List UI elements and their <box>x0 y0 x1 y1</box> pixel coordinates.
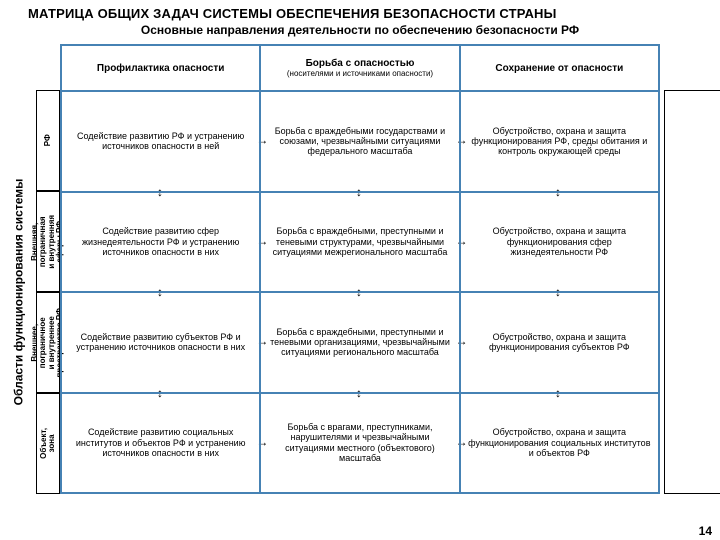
table-row: Содействие развитию социальных институто… <box>62 392 658 493</box>
matrix-body: Содействие развитию РФ и устранению исто… <box>62 92 658 492</box>
right-label-0: Всестороннее обеспечение деятельности <box>664 90 720 494</box>
matrix-cell: Борьба с враждебными, преступными и тене… <box>259 293 458 392</box>
row-headers: РФ Внешняя,пограничнаяи внутренняясферы … <box>36 90 60 494</box>
column-headers: Профилактика опасности Борьба с опасност… <box>62 46 658 92</box>
matrix-cell: Содействие развитию РФ и устранению исто… <box>62 92 259 191</box>
matrix-cell: Содействие развитию субъектов РФ и устра… <box>62 293 259 392</box>
matrix-cell: Борьба с враждебными государствами и сою… <box>259 92 458 191</box>
page-subtitle: Основные направления деятельности по обе… <box>0 21 720 41</box>
row-header-3: Объект,зона <box>36 393 60 494</box>
col-header-1: Борьба с опасностью (носителями и источн… <box>259 46 458 90</box>
table-row: Содействие развитию субъектов РФ и устра… <box>62 291 658 392</box>
page-title: МАТРИЦА ОБЩИХ ЗАДАЧ СИСТЕМЫ ОБЕСПЕЧЕНИЯ … <box>0 0 720 21</box>
matrix-cell: Борьба с врагами, преступниками, нарушит… <box>259 394 458 493</box>
right-labels: Всестороннее обеспечение деятельности Об… <box>664 90 714 494</box>
row-header-1: Внешняя,пограничнаяи внутренняясферы РФ <box>36 191 60 292</box>
page-number: 14 <box>699 524 712 538</box>
matrix-cell: Содействие развитию сфер жизнедеятельнос… <box>62 193 259 292</box>
matrix-cell: Содействие развитию социальных институто… <box>62 394 259 493</box>
row-header-0: РФ <box>36 90 60 191</box>
left-axis-label: Области функционирования системы <box>4 90 32 494</box>
matrix-frame: Профилактика опасности Борьба с опасност… <box>60 44 660 494</box>
matrix-cell: Обустройство, охрана и защита функционир… <box>459 193 658 292</box>
matrix-cell: Обустройство, охрана и защита функционир… <box>459 394 658 493</box>
matrix-cell: Обустройство, охрана и защита функционир… <box>459 293 658 392</box>
matrix-cell: Обустройство, охрана и защита функционир… <box>459 92 658 191</box>
col-header-0: Профилактика опасности <box>62 46 259 90</box>
row-header-2: Внешнее,пограничноеи внутреннеепространс… <box>36 292 60 393</box>
col-header-2: Сохранение от опасности <box>459 46 658 90</box>
table-row: Содействие развитию сфер жизнедеятельнос… <box>62 191 658 292</box>
table-row: Содействие развитию РФ и устранению исто… <box>62 92 658 191</box>
matrix-cell: Борьба с враждебными, преступными и тене… <box>259 193 458 292</box>
